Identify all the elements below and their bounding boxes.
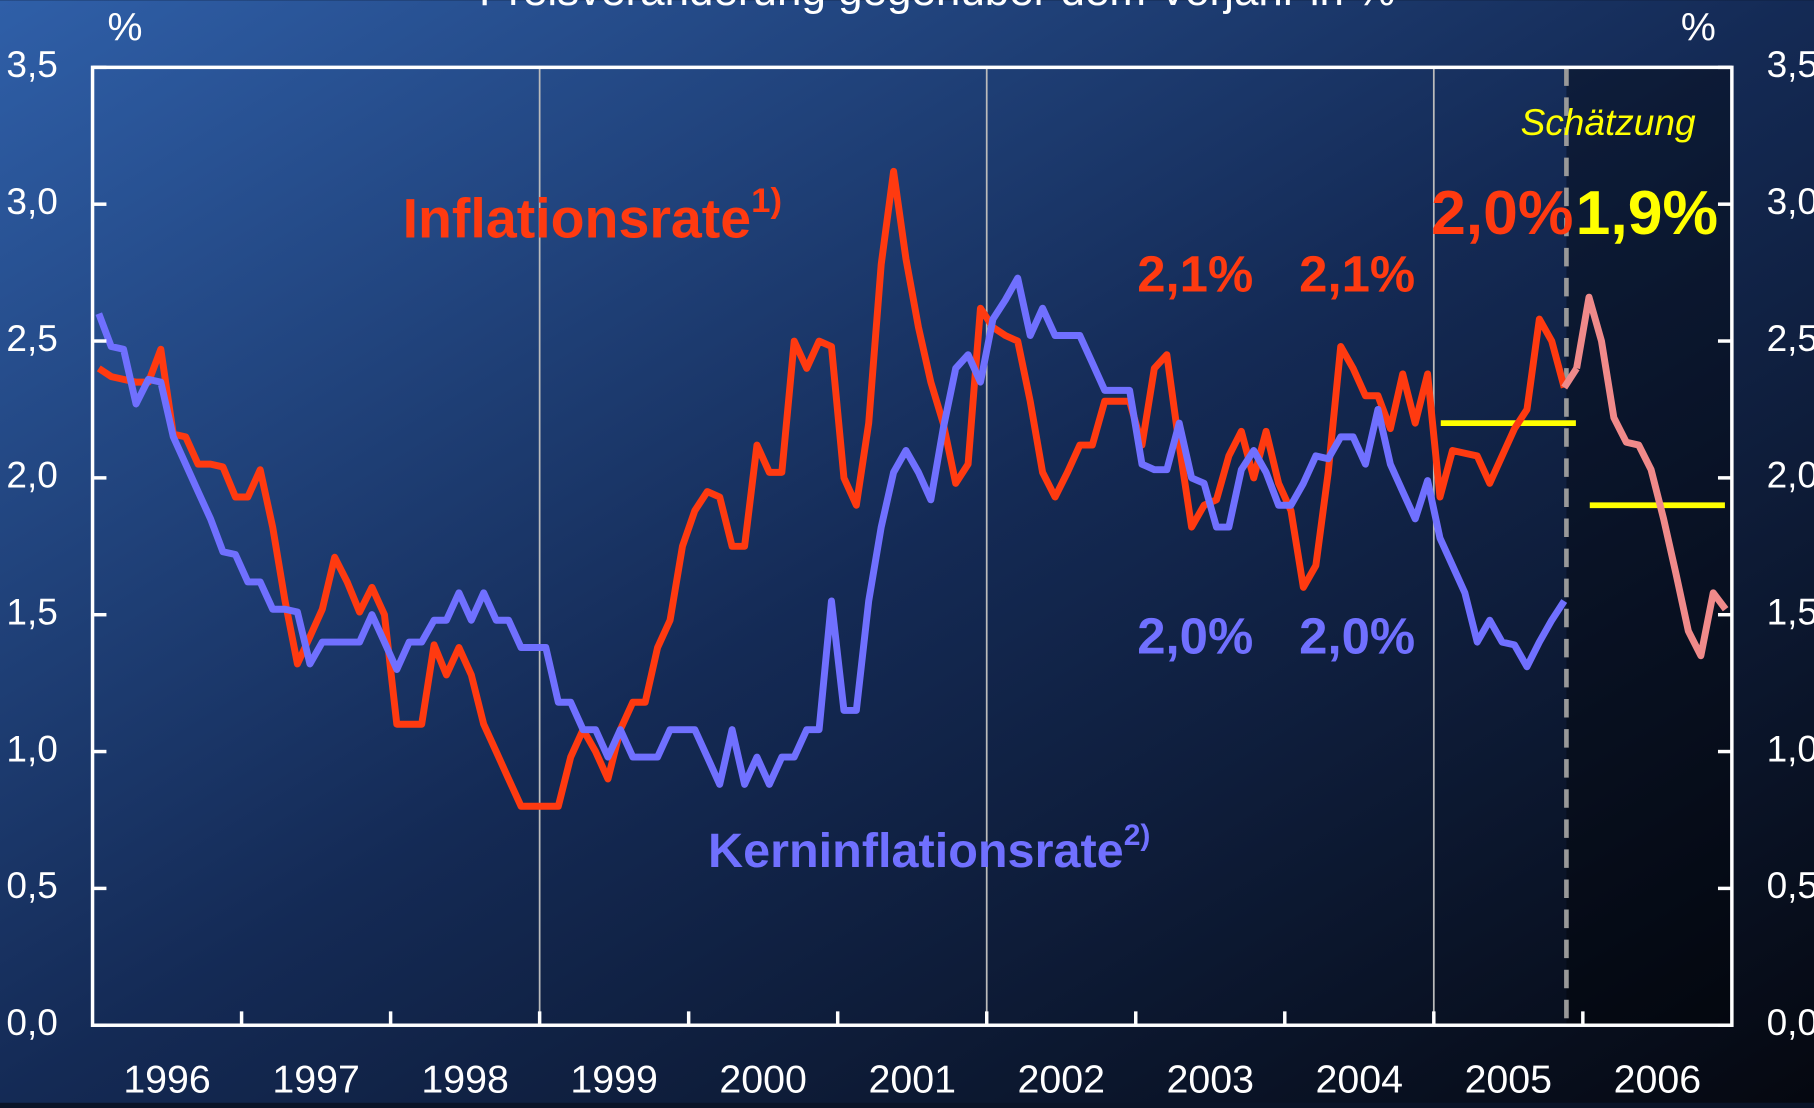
x-tick-label: 1998 [421, 1057, 509, 1101]
y2-unit: % [1681, 6, 1716, 50]
y2-tick-label: 2,0 [1767, 454, 1814, 496]
series-line [96, 167, 1568, 810]
y2-tick-label: 1,5 [1767, 590, 1814, 632]
x-tick-label: 1999 [570, 1057, 658, 1101]
y-unit: % [107, 6, 142, 50]
y2-tick-label: 0,0 [1767, 1001, 1814, 1043]
x-tick-label: 2004 [1316, 1057, 1404, 1101]
y2-tick-label: 1,0 [1767, 727, 1814, 769]
series-name: Inflationsrate [403, 187, 752, 249]
y2-tick-label: 3,0 [1767, 180, 1814, 222]
x-tick-label: 2001 [868, 1057, 956, 1101]
series-line [1573, 293, 1729, 660]
forecast-area [1566, 67, 1732, 1026]
annotation: 2,0% [1299, 607, 1415, 664]
forecast-label: Schätzung [1521, 101, 1696, 143]
series-connector [1561, 366, 1580, 390]
annotation: 2,0% [1137, 607, 1253, 664]
series-label: Kerninflationsrate2) [708, 819, 1150, 878]
y-tick-label: 1,5 [6, 590, 57, 632]
y-tick-label: 0,5 [6, 864, 57, 906]
annotation: 1,9% [1576, 178, 1718, 248]
annotation: 2,1% [1137, 245, 1253, 302]
y-tick-label: 2,5 [6, 317, 57, 359]
annotation: 2,1% [1299, 245, 1415, 302]
y-tick-label: 0,0 [6, 1001, 57, 1043]
plot-frame [90, 65, 1734, 1027]
series-label: Inflationsrate1) [403, 182, 782, 249]
x-tick-label: 1997 [272, 1057, 360, 1101]
y-tick-label: 3,0 [6, 180, 57, 222]
x-tick-label: 1996 [123, 1057, 210, 1101]
x-tick-label: 2003 [1167, 1057, 1255, 1101]
x-tick-label: 2006 [1614, 1057, 1701, 1101]
y2-tick-label: 3,5 [1767, 43, 1814, 85]
y-tick-label: 1,0 [6, 727, 57, 769]
x-tick-label: 2005 [1465, 1057, 1553, 1101]
y-tick-label: 2,0 [6, 454, 57, 496]
plot [95, 67, 1729, 1026]
series-line [95, 274, 1568, 788]
chart-title: Preisveränderung gegenüber dem Vorjahr i… [479, 0, 1395, 15]
y2-tick-label: 2,5 [1767, 317, 1814, 359]
y2-tick-label: 0,5 [1767, 864, 1814, 906]
annotation: 2,0% [1431, 178, 1573, 248]
x-tick-label: 2002 [1017, 1057, 1105, 1101]
series-note: 1) [751, 182, 782, 220]
series-name: Kerninflationsrate [708, 824, 1124, 878]
series-note: 2) [1124, 819, 1151, 852]
x-tick-label: 2000 [719, 1057, 807, 1101]
y-tick-label: 3,5 [6, 43, 57, 85]
